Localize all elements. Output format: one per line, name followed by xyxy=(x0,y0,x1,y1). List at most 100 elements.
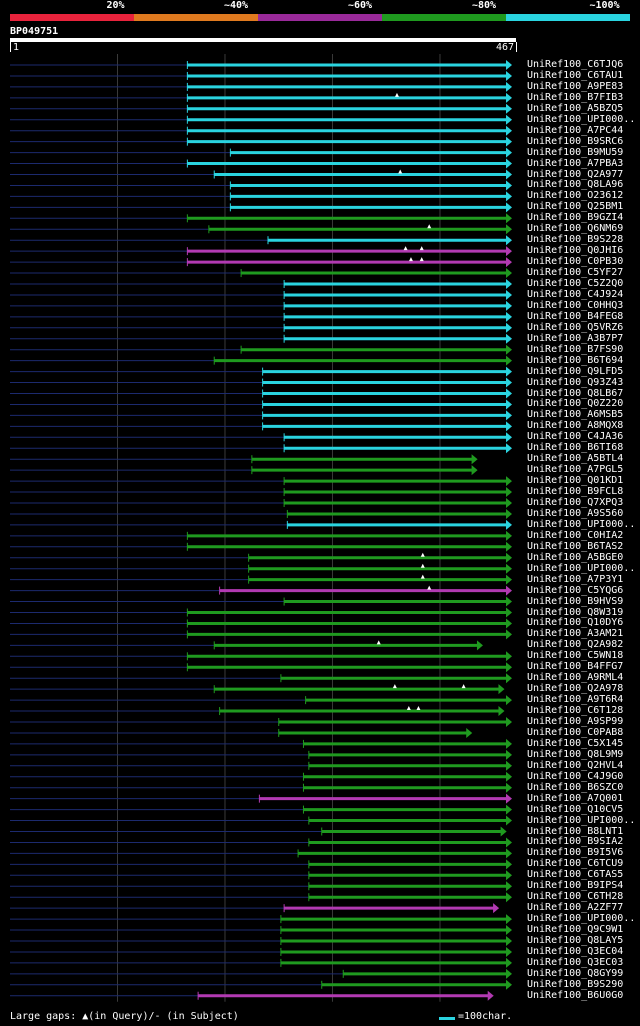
hit-label[interactable]: UniRef100_Q8LAY5 xyxy=(527,935,624,946)
hit-label[interactable]: UniRef100_C0PB30 xyxy=(527,256,624,268)
hit-label[interactable]: UniRef100_C5Z2Q0 xyxy=(527,278,624,289)
percent-label: ~40% xyxy=(224,0,249,11)
hit-label[interactable]: UniRef100_C6TJQ6 xyxy=(527,59,624,70)
hit-label[interactable]: UniRef100_A9T6R4 xyxy=(527,694,624,706)
hit-label[interactable]: UniRef100_B8LNT1 xyxy=(527,825,624,837)
hit-label[interactable]: UniRef100_Q2A978 xyxy=(527,683,624,695)
hit-label[interactable]: UniRef100_A5BTL4 xyxy=(527,453,624,465)
hit-label[interactable]: UniRef100_Q7XPQ3 xyxy=(527,497,624,508)
hit-label[interactable]: UniRef100_A7PC44 xyxy=(527,124,624,136)
hit-arrow xyxy=(506,793,512,804)
hit-label[interactable]: UniRef100_Q0Z220 xyxy=(527,398,624,410)
query-name: BP049751 xyxy=(10,26,59,37)
hit-label[interactable]: UniRef100_C0HIA2 xyxy=(527,529,624,541)
hit-label[interactable]: UniRef100_Q0JHI6 xyxy=(527,245,624,257)
hit-label[interactable]: UniRef100_B9GZI4 xyxy=(527,212,624,224)
hit-label[interactable]: UniRef100_B4FFG7 xyxy=(527,661,624,673)
hit-label[interactable]: UniRef100_Q2A977 xyxy=(527,168,624,180)
hit-label[interactable]: UniRef100_Q8LA96 xyxy=(527,179,624,191)
hit-label[interactable]: UniRef100_B7FS90 xyxy=(527,343,624,355)
hit-label[interactable]: UniRef100_A9SP99 xyxy=(527,716,624,727)
hit-label[interactable]: UniRef100_B9I5V6 xyxy=(527,847,624,859)
hit-label[interactable]: UniRef100_UPI000.. xyxy=(527,113,636,125)
hit-label[interactable]: UniRef100_B6T694 xyxy=(527,354,624,366)
hit-label[interactable]: UniRef100_Q93Z43 xyxy=(527,376,624,388)
hit-label[interactable]: UniRef100_C4J924 xyxy=(527,288,624,300)
hit-label[interactable]: UniRef100_C6T128 xyxy=(527,705,624,717)
hit-label[interactable]: UniRef100_Q2A982 xyxy=(527,639,624,651)
hit-label[interactable]: UniRef100_A5BZQ5 xyxy=(527,102,624,114)
hit-label[interactable]: UniRef100_Q3EC04 xyxy=(527,945,624,957)
hit-label[interactable]: UniRef100_Q8LB67 xyxy=(527,387,624,399)
hit-arrow xyxy=(506,695,512,706)
hit-label[interactable]: UniRef100_B9S290 xyxy=(527,978,624,990)
hit-label[interactable]: UniRef100_C0HHQ3 xyxy=(527,299,624,311)
hit-label[interactable]: UniRef100_Q5VRZ6 xyxy=(527,321,624,333)
hit-label[interactable]: UniRef100_A9PE83 xyxy=(527,80,624,92)
query-gap-marker xyxy=(376,640,381,645)
hit-label[interactable]: UniRef100_UPI000.. xyxy=(527,814,636,826)
hit-label[interactable]: UniRef100_O23612 xyxy=(527,190,624,202)
hit-label[interactable]: UniRef100_B6U0G0 xyxy=(527,989,624,1001)
hit-label[interactable]: UniRef100_A7PBA3 xyxy=(527,157,624,169)
query-gap-marker xyxy=(392,684,397,689)
hit-label[interactable]: UniRef100_A3AM21 xyxy=(527,628,624,640)
hit-label[interactable]: UniRef100_Q8L9M9 xyxy=(527,748,624,760)
hit-label[interactable]: UniRef100_Q10CV5 xyxy=(527,803,624,815)
hit-label[interactable]: UniRef100_Q01KD1 xyxy=(527,475,624,487)
hit-label[interactable]: UniRef100_B6SZC0 xyxy=(527,781,624,793)
hit-label[interactable]: UniRef100_A9RML4 xyxy=(527,672,624,684)
hit-label[interactable]: UniRef100_C5WN18 xyxy=(527,650,624,662)
hit-label[interactable]: UniRef100_A5BGE0 xyxy=(527,551,624,563)
hit-label[interactable]: UniRef100_Q9C9W1 xyxy=(527,924,624,936)
hit-label[interactable]: UniRef100_B6TAS2 xyxy=(527,540,624,552)
query-gap-marker xyxy=(420,563,425,568)
hit-label[interactable]: UniRef100_Q25BM1 xyxy=(527,201,624,213)
hit-arrow xyxy=(506,399,512,410)
hit-label[interactable]: UniRef100_A2ZF77 xyxy=(527,902,624,914)
hit-label[interactable]: UniRef100_C5YQG6 xyxy=(527,584,624,596)
hit-label[interactable]: UniRef100_B9FCL8 xyxy=(527,486,624,498)
hit-label[interactable]: UniRef100_A7PGL5 xyxy=(527,464,624,476)
hit-label[interactable]: UniRef100_A8MQX8 xyxy=(527,420,624,432)
hit-label[interactable]: UniRef100_A9S560 xyxy=(527,507,624,519)
hit-label[interactable]: UniRef100_B9HVS9 xyxy=(527,595,624,607)
hit-label[interactable]: UniRef100_A7Q001 xyxy=(527,792,624,804)
hit-label[interactable]: UniRef100_C4JA36 xyxy=(527,431,624,443)
hit-label[interactable]: UniRef100_B9IPS4 xyxy=(527,880,624,892)
hit-label[interactable]: UniRef100_B9MU59 xyxy=(527,146,624,158)
hit-label[interactable]: UniRef100_C5YF27 xyxy=(527,267,624,279)
hit-label[interactable]: UniRef100_Q8W319 xyxy=(527,606,624,618)
hit-label[interactable]: UniRef100_B9SRC6 xyxy=(527,135,624,147)
hit-label[interactable]: UniRef100_C4J9G0 xyxy=(527,770,624,782)
hit-label[interactable]: UniRef100_C6TCU9 xyxy=(527,858,624,870)
hit-label[interactable]: UniRef100_A7P3Y1 xyxy=(527,573,624,585)
hit-arrow xyxy=(506,541,512,552)
hit-label[interactable]: UniRef100_UPI000.. xyxy=(527,518,636,530)
hit-label[interactable]: UniRef100_Q2HVL4 xyxy=(527,759,624,771)
hit-label[interactable]: UniRef100_C0PAB8 xyxy=(527,726,624,738)
hit-label[interactable]: UniRef100_Q10DY6 xyxy=(527,617,624,629)
hit-label[interactable]: UniRef100_C6TAS5 xyxy=(527,869,624,881)
hit-label[interactable]: UniRef100_B9SIA2 xyxy=(527,836,624,848)
hit-label[interactable]: UniRef100_C5X145 xyxy=(527,737,624,749)
hit-label[interactable]: UniRef100_C6TAU1 xyxy=(527,69,624,81)
hit-label[interactable]: UniRef100_A3B7P7 xyxy=(527,332,624,344)
hit-label[interactable]: UniRef100_Q8GY99 xyxy=(527,967,624,979)
hit-label[interactable]: UniRef100_B9S228 xyxy=(527,234,624,246)
hit-label[interactable]: UniRef100_B4FEG8 xyxy=(527,310,624,322)
hit-label[interactable]: UniRef100_Q3EC03 xyxy=(527,956,624,968)
hit-label[interactable]: UniRef100_Q6NM69 xyxy=(527,223,624,235)
percent-label: ~60% xyxy=(348,0,373,11)
hit-label[interactable]: UniRef100_Q9LFD5 xyxy=(527,365,624,377)
hit-arrow xyxy=(506,738,512,749)
hit-label[interactable]: UniRef100_C6TH28 xyxy=(527,891,624,903)
hit-label[interactable]: UniRef100_UPI000.. xyxy=(527,913,636,925)
hit-label[interactable]: UniRef100_A6MSB5 xyxy=(527,409,624,421)
hit-label[interactable]: UniRef100_B7FIB3 xyxy=(527,91,624,103)
hit-label[interactable]: UniRef100_B6TI68 xyxy=(527,442,624,454)
query-gap-marker xyxy=(416,706,421,711)
hit-arrow xyxy=(506,552,512,563)
hit-label[interactable]: UniRef100_UPI000.. xyxy=(527,562,636,574)
hit-arrow xyxy=(506,968,512,979)
